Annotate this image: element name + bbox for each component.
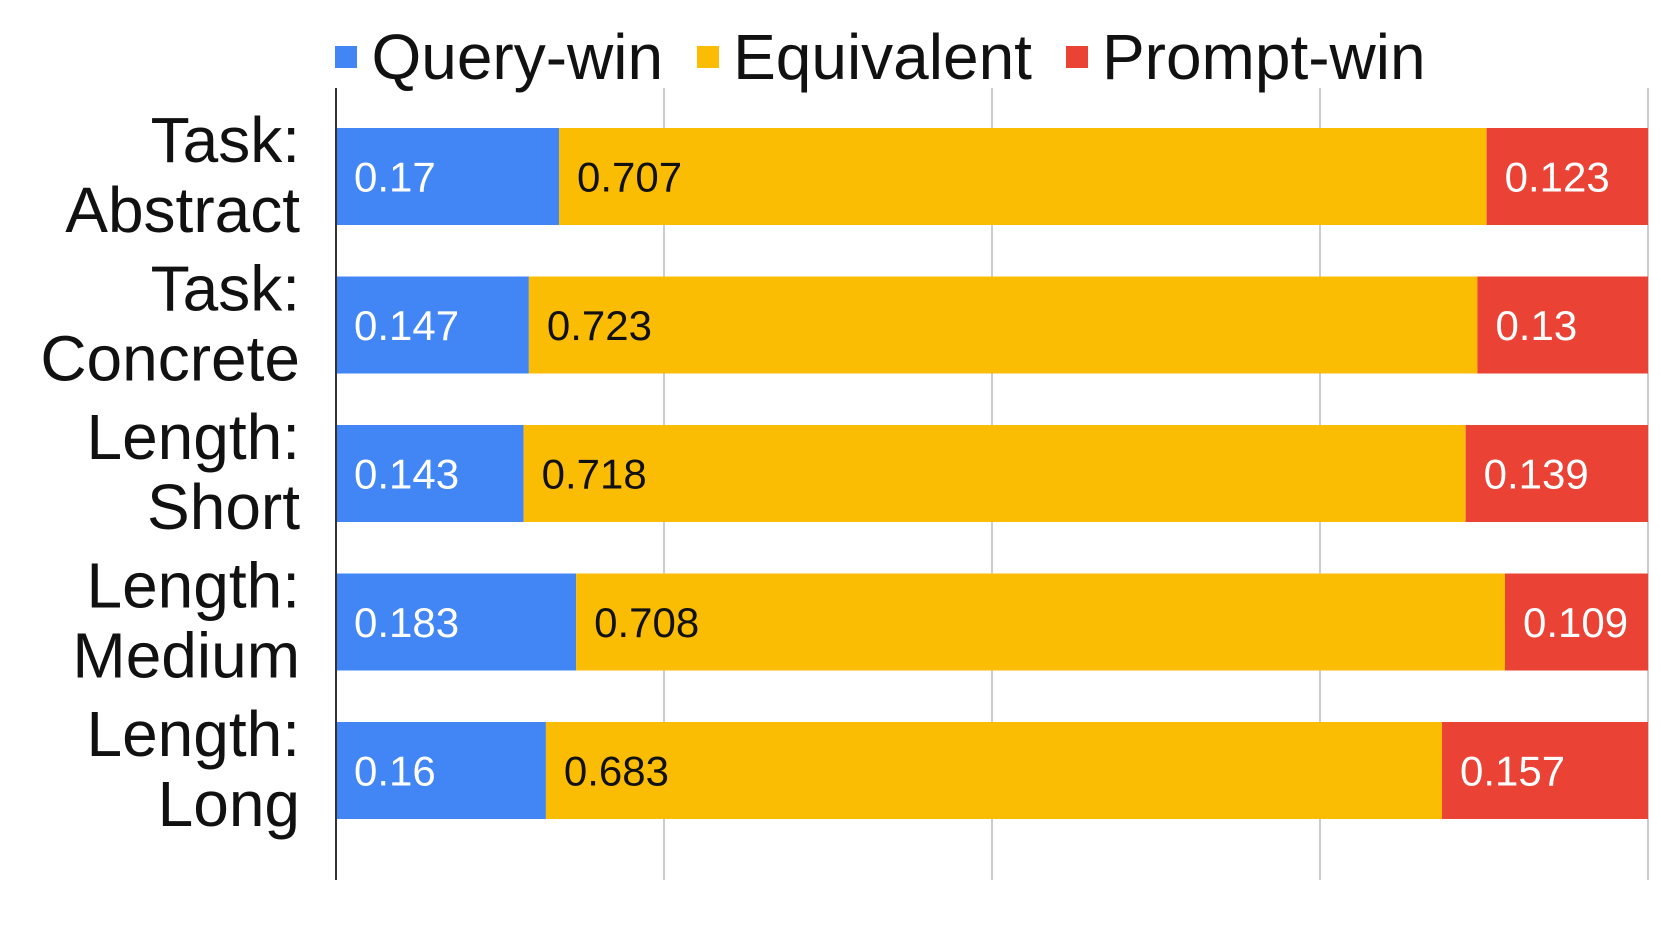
data-label-query-win: 0.16 — [354, 748, 436, 795]
legend-item-prompt-win: Prompt-win — [1065, 21, 1426, 93]
bar-query-win — [336, 128, 560, 225]
bar-prompt-win — [1486, 128, 1648, 225]
data-label-query-win: 0.183 — [354, 599, 459, 646]
data-labels: 0.17 0.707 0.123 0.147 0.723 0.13 0.143 0.718 0.… — [354, 154, 1628, 795]
data-label-equivalent: 0.683 — [564, 748, 669, 795]
data-label-query-win: 0.17 — [354, 154, 436, 201]
legend-swatch-equivalent — [697, 46, 720, 68]
data-label-query-win: 0.143 — [354, 451, 459, 498]
data-label-query-win: 0.147 — [354, 302, 459, 349]
data-label-equivalent: 0.718 — [542, 451, 647, 498]
category-label-line: Long — [158, 768, 300, 840]
bar-query-win — [336, 425, 524, 522]
bar-prompt-win — [1477, 276, 1648, 374]
category-label-line: Task: — [151, 253, 300, 325]
category-label: Task: Abstract — [65, 104, 300, 246]
category-label-line: Task: — [151, 104, 300, 176]
data-label-equivalent: 0.723 — [547, 302, 652, 349]
data-label-prompt-win: 0.123 — [1505, 154, 1610, 201]
data-label-equivalent: 0.707 — [577, 154, 682, 201]
legend-label-prompt-win: Prompt-win — [1101, 21, 1426, 93]
legend-swatch-prompt-win — [1065, 46, 1088, 68]
legend-item-query-win: Query-win — [335, 25, 663, 89]
data-label-prompt-win: 0.13 — [1495, 302, 1577, 349]
bar-prompt-win — [1442, 722, 1648, 819]
category-label-line: Length: — [86, 550, 300, 622]
bars — [336, 128, 1648, 819]
category-label: Length: Long — [86, 698, 300, 840]
data-label-prompt-win: 0.139 — [1484, 451, 1589, 498]
bar-query-win — [336, 722, 546, 819]
data-label-prompt-win: 0.109 — [1523, 599, 1628, 646]
bar-prompt-win — [1504, 573, 1648, 671]
category-label-line: Length: — [86, 401, 300, 473]
bar-query-win — [336, 573, 577, 671]
bar-equivalent — [523, 425, 1466, 522]
category-label: Task: Concrete — [40, 253, 300, 395]
legend-swatch-query-win — [335, 46, 358, 68]
data-label-equivalent: 0.708 — [594, 599, 699, 646]
bar-equivalent — [545, 722, 1443, 819]
bar-equivalent — [576, 573, 1505, 671]
category-label-line: Medium — [72, 620, 300, 692]
legend-item-equivalent: Equivalent — [697, 25, 1032, 89]
legend-label-query-win: Query-win — [371, 21, 664, 93]
category-label-line: Length: — [86, 698, 300, 770]
bar-query-win — [336, 276, 529, 374]
legend-label-equivalent: Equivalent — [733, 21, 1032, 93]
bar-equivalent — [559, 128, 1487, 225]
category-label-line: Abstract — [65, 174, 300, 246]
category-label: Length: Short — [86, 401, 300, 543]
bar-equivalent — [528, 276, 1478, 374]
data-label-prompt-win: 0.157 — [1460, 748, 1565, 795]
category-label: Length: Medium — [72, 550, 300, 692]
category-label-line: Concrete — [40, 323, 300, 395]
category-label-line: Short — [147, 471, 300, 543]
legend: Query-win Equivalent Prompt-win — [0, 22, 1661, 92]
bar-prompt-win — [1465, 425, 1648, 522]
